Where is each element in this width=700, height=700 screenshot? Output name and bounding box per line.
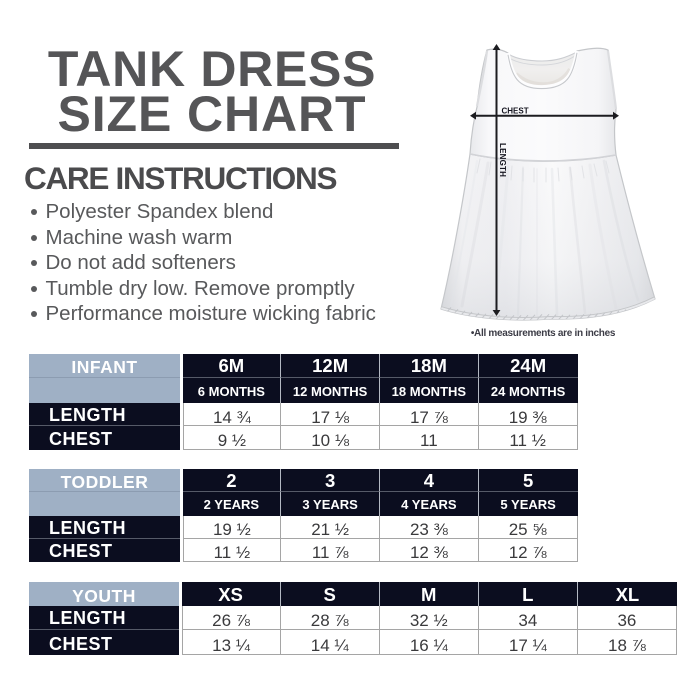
- svg-text:LENGTH: LENGTH: [498, 143, 507, 177]
- svg-text:CHEST: CHEST: [502, 107, 529, 116]
